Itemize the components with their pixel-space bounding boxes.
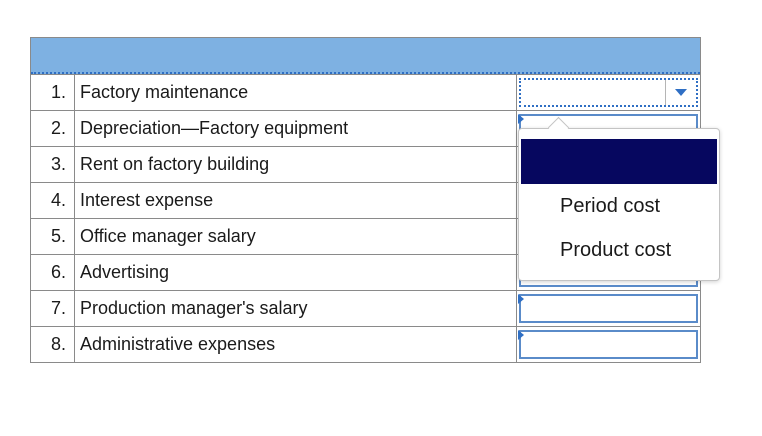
table-row: 7. Production manager's salary <box>31 290 700 326</box>
row-label: Rent on factory building <box>75 147 517 182</box>
row-number: 2. <box>31 111 75 146</box>
row-label: Office manager salary <box>75 219 517 254</box>
row-label: Advertising <box>75 255 517 290</box>
row-number: 5. <box>31 219 75 254</box>
dropdown-option-product-cost[interactable]: Product cost <box>560 239 672 261</box>
triangle-right-icon <box>518 330 524 340</box>
row-number: 7. <box>31 291 75 326</box>
dropdown-menu: Period cost Product cost <box>518 116 720 281</box>
triangle-right-icon <box>518 294 524 304</box>
row-number: 8. <box>31 327 75 362</box>
table-row: 8. Administrative expenses <box>31 326 700 362</box>
answer-cell <box>517 75 700 110</box>
row-number: 3. <box>31 147 75 182</box>
row-label: Production manager's salary <box>75 291 517 326</box>
answer-cell <box>517 291 700 326</box>
row-label: Administrative expenses <box>75 327 517 362</box>
row-label: Depreciation—Factory equipment <box>75 111 517 146</box>
dropdown-button[interactable] <box>665 80 696 105</box>
row-number: 4. <box>31 183 75 218</box>
answer-cell <box>517 327 700 362</box>
triangle-right-icon <box>518 114 524 124</box>
classification-select[interactable] <box>519 294 698 323</box>
classification-select[interactable] <box>519 78 698 107</box>
row-label: Interest expense <box>75 183 517 218</box>
dropdown-option-blank[interactable] <box>521 139 717 184</box>
row-number: 6. <box>31 255 75 290</box>
table-header-band <box>31 38 700 74</box>
chevron-down-icon <box>675 89 687 96</box>
dropdown-option-period-cost[interactable]: Period cost <box>560 195 661 217</box>
row-label: Factory maintenance <box>75 75 517 110</box>
table-row: 1. Factory maintenance <box>31 74 700 110</box>
row-number: 1. <box>31 75 75 110</box>
classification-select[interactable] <box>519 330 698 359</box>
